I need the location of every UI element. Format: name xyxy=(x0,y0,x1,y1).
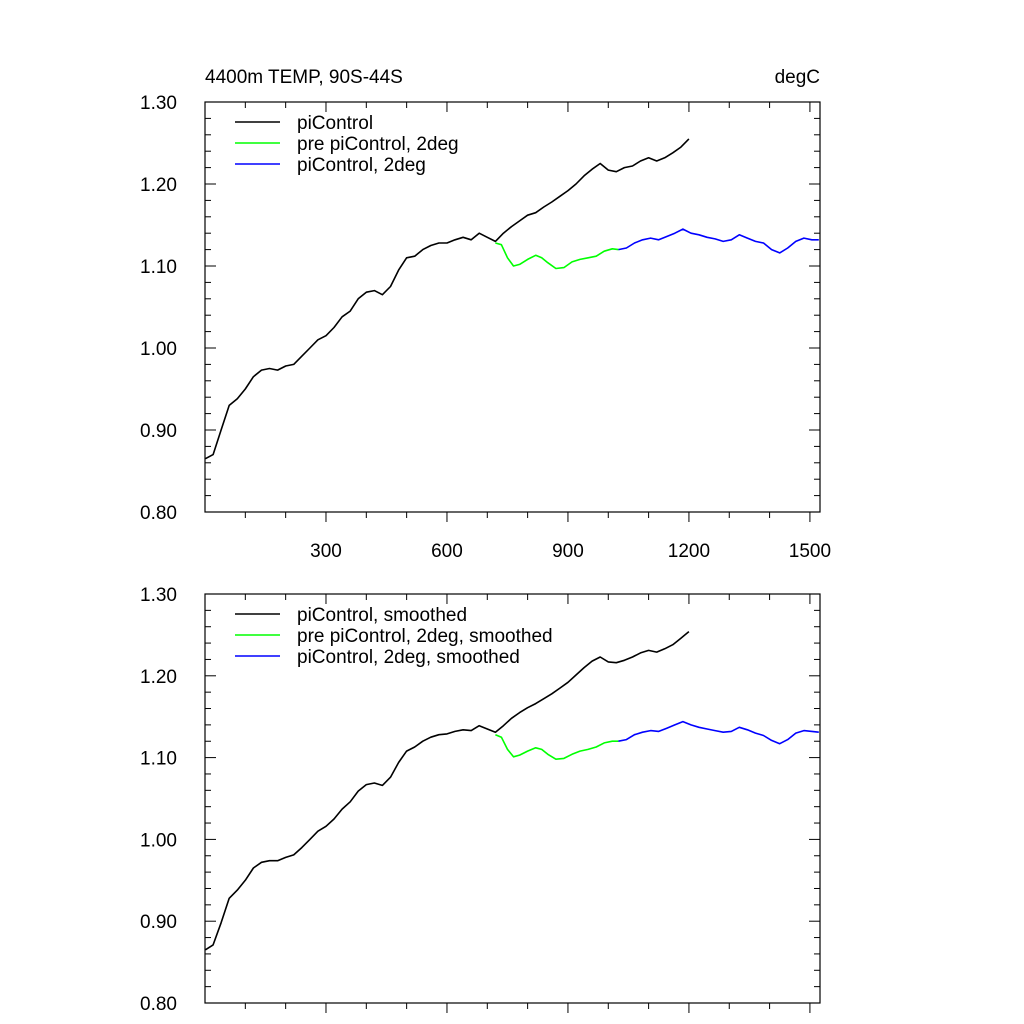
y-tick-label: 1.10 xyxy=(140,257,177,278)
legend-label: piControl, 2deg xyxy=(297,155,426,176)
series-line xyxy=(204,630,690,951)
x-tick-label: 300 xyxy=(310,541,342,562)
series-line xyxy=(495,242,619,270)
series-line xyxy=(495,733,619,760)
top-panel: 0.80 0.90 1.00 1.10 1.20 1.30 300 600 900 1200 150… xyxy=(140,93,831,562)
series-line xyxy=(618,228,819,254)
x-tick-label: 1200 xyxy=(668,541,710,562)
y-tick-label: 0.90 xyxy=(140,421,177,442)
x-tick-label: 1500 xyxy=(789,541,831,562)
y-tick-label: 1.00 xyxy=(140,339,177,360)
plot-frame xyxy=(204,101,821,513)
y-tick-label: 1.20 xyxy=(140,175,177,196)
y-tick-label: 1.00 xyxy=(140,830,177,851)
legend-label: piControl, smoothed xyxy=(297,605,467,626)
bottom-panel: 0.80 0.90 1.00 1.10 1.20 1.30 piControl, smoot… xyxy=(140,585,821,1015)
y-tick-label: 0.80 xyxy=(140,994,177,1015)
legend-label: pre piControl, 2deg, smoothed xyxy=(297,626,553,647)
y-tick-label: 1.30 xyxy=(140,585,177,606)
y-tick-label: 1.30 xyxy=(140,93,177,114)
y-tick-label: 1.20 xyxy=(140,667,177,688)
legend-label: pre piControl, 2deg xyxy=(297,134,459,155)
series-line xyxy=(205,138,690,460)
legend-label: piControl, 2deg, smoothed xyxy=(297,647,520,668)
y-tick-label: 0.80 xyxy=(140,503,177,524)
x-tick-label: 600 xyxy=(431,541,463,562)
y-tick-label: 0.90 xyxy=(140,912,177,933)
x-tick-label: 900 xyxy=(552,541,584,562)
plot-frame xyxy=(204,593,821,1004)
series-line xyxy=(618,720,819,745)
legend-label: piControl xyxy=(297,113,373,134)
chart-header-right: degC xyxy=(775,67,820,88)
chart-header-left: 4400m TEMP, 90S-44S xyxy=(205,67,403,88)
y-tick-label: 1.10 xyxy=(140,749,177,770)
